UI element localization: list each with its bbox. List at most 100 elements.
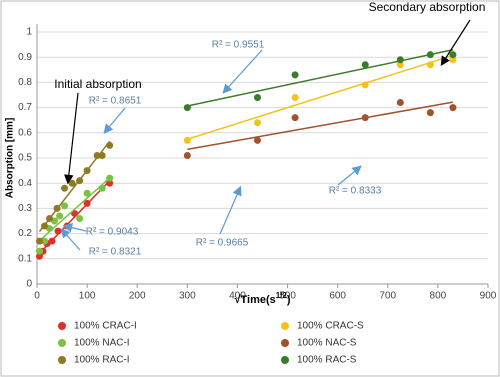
point [106,179,114,187]
x-tick-label: 0 [34,291,40,302]
point [449,56,457,64]
arrow [60,228,81,251]
x-axis-label: √Time(s1/2) [234,291,290,306]
y-tick-label: 0.8 [18,77,32,88]
point [291,94,299,102]
legend-label: 100% CRAC-I [74,321,137,332]
point [291,71,299,79]
point [106,174,114,182]
y-tick-label: 0.1 [18,253,32,264]
x-tick-label: 600 [329,291,346,302]
annotation: R² = 0.9665 [196,238,249,249]
arrow [62,222,87,233]
y-tick-label: 0.7 [18,102,32,113]
legend-marker [281,339,289,347]
point [53,204,61,212]
point [41,237,49,245]
arrow [64,92,79,185]
x-tick-label: 100 [79,291,96,302]
point [106,141,114,149]
x-tick-label: 800 [430,291,447,302]
annotation: R² = 0.8321 [89,247,142,258]
x-axis-label-part: √Time(s [234,294,275,306]
trendline [187,49,454,107]
annotation: R² = 0.8651 [89,96,142,107]
annotation: R² = 0.8333 [329,186,382,197]
y-tick-label: 0.5 [18,153,32,164]
point [291,114,299,122]
legend-label: 100% NAC-I [74,338,130,349]
point [183,104,191,112]
point [183,151,191,159]
arrow [440,19,471,67]
point [396,99,404,107]
point [54,227,62,235]
point [449,104,457,112]
point [36,247,44,255]
point [61,202,69,210]
arrow [222,49,263,94]
arrow [103,107,126,134]
point [83,199,91,207]
point [361,81,369,89]
y-tick-label: 0.3 [18,203,32,214]
legend-marker [281,322,289,330]
legend-marker [58,322,66,330]
point [426,61,434,69]
annotation: Initial absorption [54,77,141,91]
point [83,189,91,197]
x-axis-label-part: 1/2 [276,291,288,300]
annotation: R² = 0.9043 [86,227,139,238]
point [76,177,84,185]
annotation: R² = 0.9551 [212,40,265,51]
x-tick-label: 400 [229,291,246,302]
trendline [187,54,454,140]
point [98,151,106,159]
point [183,136,191,144]
point [93,151,101,159]
x-tick-label: 900 [480,291,497,302]
y-axis-label: Absorption [mm] [5,118,16,199]
legend-label: 100% RAC-S [297,355,357,366]
point [253,94,261,102]
y-tick-label: 0.2 [18,228,32,239]
plot-area: 0 0.1 0.2 0.3 0.4 0.5 0.6 0.7 0.8 0.9 1 0 100 200 300 4… [5,0,497,306]
x-axis-label-part: ) [287,294,291,306]
point [41,222,49,230]
point [361,61,369,69]
point [68,179,76,187]
point [61,184,69,192]
x-tick-label: 300 [179,291,196,302]
point [98,184,106,192]
point [426,109,434,117]
point [56,212,64,220]
y-tick-label: 0.9 [18,52,32,63]
point [83,167,91,175]
legend-label: 100% NAC-S [297,338,357,349]
x-tick-label: 500 [279,291,296,302]
y-tick-label: 0.6 [18,127,32,138]
point [76,214,84,222]
point [396,56,404,64]
y-tick-label: 0.4 [18,178,32,189]
arrow [219,185,242,235]
point [36,237,44,245]
point [46,214,54,222]
annotation: Secondary absorption [369,0,486,14]
legend-label: 100% CRAC-S [297,321,364,332]
point [253,119,261,127]
x-tick-label: 200 [129,291,146,302]
legend-marker [58,356,66,364]
legend-marker [281,356,289,364]
point [396,61,404,69]
legend-label: 100% RAC-I [74,355,130,366]
point [449,51,457,59]
y-tick-label: 1 [26,27,32,38]
point [48,237,56,245]
legend-marker [58,339,66,347]
point [36,252,44,260]
y-tick-label: 0 [26,279,32,290]
arrow [337,165,362,186]
